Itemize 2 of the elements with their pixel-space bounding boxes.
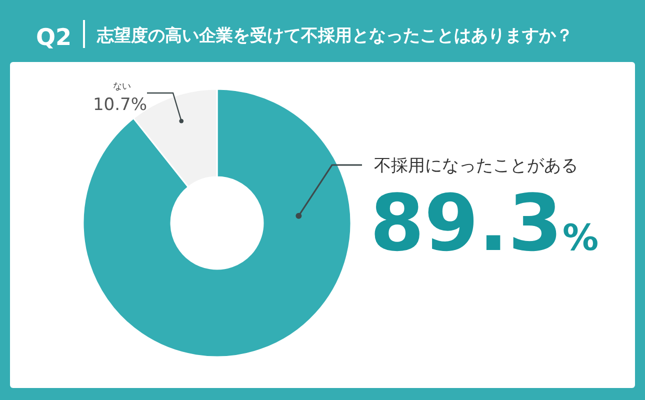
annotation: Q2 — [36, 25, 72, 51]
title: 志望度の高い企業を受けて不採用となったことはありますか？ — [97, 26, 573, 46]
